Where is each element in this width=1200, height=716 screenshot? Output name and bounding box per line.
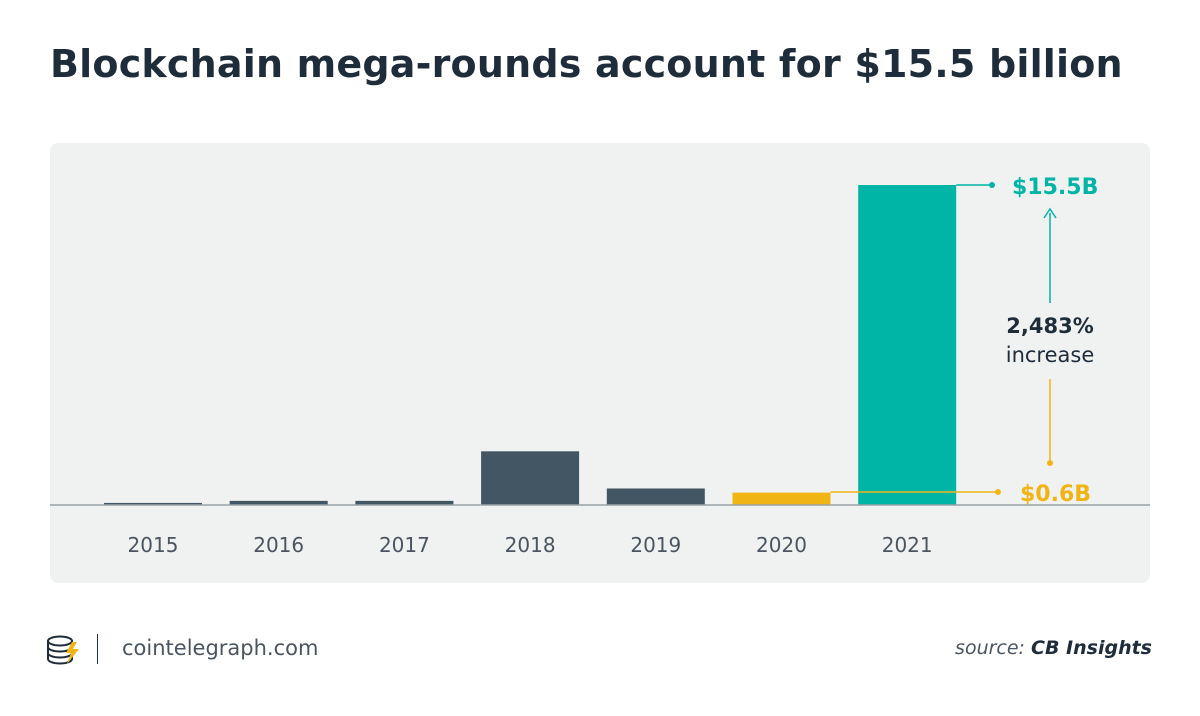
x-tick-label: 2015 [128,533,179,557]
arrow-base-dot [1047,460,1053,466]
bar-2018 [481,451,580,505]
source-name: CB Insights [1031,637,1152,659]
chart-panel: 2015 2016 2017 2018 2019 2020 2021 $15.5B $0.6B… [50,143,1150,583]
x-tick-label: 2018 [505,533,556,557]
footer-site-link[interactable]: cointelegraph.com [122,636,319,660]
source-prefix: source: [955,637,1025,659]
bar-2017 [355,500,454,505]
x-tick-label: 2020 [756,533,807,557]
cointelegraph-logo-icon [47,635,79,665]
x-tick-label: 2016 [253,533,304,557]
chart-title: Blockchain mega-rounds account for $15.5… [50,42,1123,86]
bar-2020 [732,492,831,505]
x-tick-label: 2017 [379,533,430,557]
bar-2021 [858,185,957,505]
bar-chart: 2015 2016 2017 2018 2019 2020 2021 $15.5B $0.6B… [50,175,1150,557]
x-tick-label: 2019 [630,533,681,557]
x-tick-label: 2021 [882,533,933,557]
low-value-label: $0.6B [1020,482,1091,507]
increase-percent: 2,483% [1006,314,1093,338]
bar-2019 [606,488,705,505]
arrow-head-icon [1043,207,1057,219]
bar-2016 [229,500,328,505]
bar-2015 [104,502,202,505]
footer-source: source: CB Insights [955,637,1152,659]
high-value-label: $15.5B [1012,175,1098,200]
high-value-dot [989,182,995,188]
footer-separator [97,634,98,664]
low-value-dot [995,489,1001,495]
increase-word: increase [1006,343,1095,367]
